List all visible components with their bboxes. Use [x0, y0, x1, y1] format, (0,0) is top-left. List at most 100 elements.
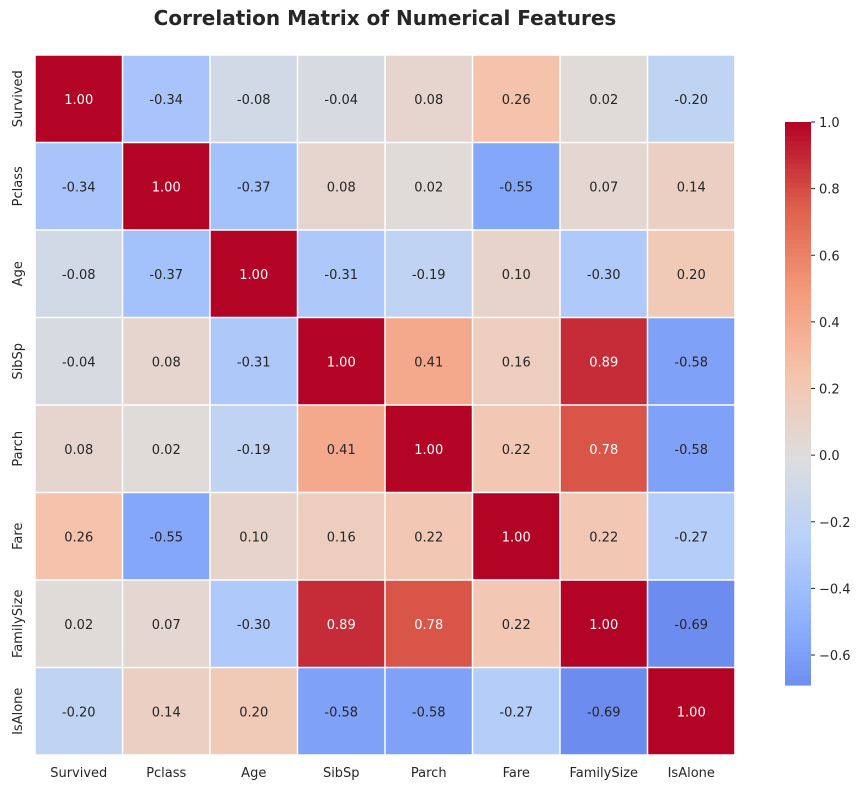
- heatmap-cell: [210, 493, 297, 580]
- cell-value-label: 0.07: [152, 618, 181, 633]
- y-tick-label: FamilySize: [11, 589, 26, 658]
- heatmap-cell: [648, 668, 735, 755]
- cell-value-label: 0.89: [327, 618, 356, 633]
- colorbar-segment: [785, 563, 811, 569]
- heatmap-cells: [35, 55, 735, 755]
- colorbar-segment: [785, 502, 811, 508]
- cell-value-label: 0.22: [589, 530, 618, 545]
- colorbar-segment: [785, 426, 811, 433]
- heatmap-cell: [385, 143, 472, 230]
- colorbar-segment: [785, 647, 811, 653]
- colorbar-segment: [785, 544, 811, 550]
- heatmap-cell: [210, 230, 297, 317]
- colorbar-segment: [785, 548, 811, 555]
- cell-value-label: 0.41: [414, 355, 443, 370]
- cell-value-label: -0.37: [149, 268, 183, 283]
- heatmap-cell: [35, 55, 122, 142]
- cell-value-label: -0.27: [674, 530, 708, 545]
- colorbar-segment: [785, 572, 811, 578]
- colorbar-segment: [785, 314, 811, 320]
- heatmap-cell: [35, 143, 122, 230]
- colorbar-segment: [785, 455, 811, 461]
- heatmap-cell: [298, 580, 385, 667]
- colorbar: −0.6 −0.4 −0.2 0.0 0.2 0.4 0.6 0.8 1.0: [785, 116, 851, 686]
- heatmap-cell: [648, 405, 735, 492]
- cell-value-label: -0.58: [324, 705, 358, 720]
- colorbar-segment: [785, 234, 811, 240]
- colorbar-segment: [785, 619, 811, 625]
- colorbar-segment: [785, 595, 811, 602]
- cell-value-label: 0.16: [502, 355, 531, 370]
- heatmap-cell: [35, 318, 122, 405]
- colorbar-segment: [785, 581, 811, 588]
- heatmap-cell: [385, 318, 472, 405]
- cell-value-label: 0.07: [589, 180, 618, 195]
- colorbar-segment: [785, 398, 811, 405]
- cell-value-label: 0.22: [502, 618, 531, 633]
- cell-value-label: -0.19: [412, 268, 446, 283]
- colorbar-segment: [785, 638, 811, 644]
- colorbar-segment: [785, 422, 811, 428]
- heatmap-cell: [560, 493, 647, 580]
- colorbar-tick-label: 1.0: [819, 116, 840, 131]
- colorbar-segment: [785, 506, 811, 513]
- cell-value-label: 0.14: [677, 180, 706, 195]
- cell-value-label: -0.08: [237, 93, 271, 108]
- colorbar-segment: [785, 192, 811, 198]
- colorbar-segment: [785, 173, 811, 179]
- heatmap-cell: [385, 405, 472, 492]
- cell-value-label: -0.30: [237, 618, 271, 633]
- chart-title: Correlation Matrix of Numerical Features: [154, 6, 617, 30]
- colorbar-segment: [785, 483, 811, 489]
- cell-value-label: 0.02: [414, 180, 443, 195]
- colorbar-segment: [785, 229, 811, 236]
- cell-value-label: 1.00: [589, 618, 618, 633]
- colorbar-segment: [785, 253, 811, 259]
- cell-value-label: -0.58: [412, 705, 446, 720]
- cell-value-label: 0.02: [152, 443, 181, 458]
- colorbar-tick-label: 0.8: [819, 183, 840, 198]
- colorbar-segment: [785, 375, 811, 381]
- heatmap-cell: [648, 580, 735, 667]
- y-tick-label: Pclass: [11, 166, 26, 206]
- colorbar-segment: [785, 356, 811, 362]
- cell-value-label: -0.69: [674, 618, 708, 633]
- colorbar-segment: [785, 304, 811, 311]
- heatmap-cell: [123, 55, 210, 142]
- colorbar-segment: [785, 319, 811, 325]
- heatmap-cell: [648, 230, 735, 317]
- y-tick-label: Parch: [11, 431, 26, 467]
- colorbar-segment: [785, 459, 811, 466]
- colorbar-segment: [785, 201, 811, 208]
- heatmap-cell: [473, 405, 560, 492]
- colorbar-segment: [785, 600, 811, 606]
- cell-value-label: 1.00: [502, 530, 531, 545]
- colorbar-segment: [785, 211, 811, 217]
- colorbar-segment: [785, 478, 811, 484]
- colorbar-segment: [785, 445, 811, 452]
- cell-value-label: -0.55: [149, 530, 183, 545]
- colorbar-segment: [785, 243, 811, 250]
- colorbar-segment: [785, 441, 811, 447]
- colorbar-segment: [785, 614, 811, 620]
- cell-value-label: 0.26: [502, 93, 531, 108]
- colorbar-segment: [785, 328, 811, 334]
- heatmap-cell: [385, 668, 472, 755]
- colorbar-segment: [785, 258, 811, 264]
- colorbar-segment: [785, 680, 811, 686]
- heatmap-cell: [35, 405, 122, 492]
- colorbar-tick-label: −0.2: [819, 516, 851, 531]
- colorbar-segment: [785, 164, 811, 170]
- heatmap-cell: [35, 230, 122, 317]
- colorbar-segment: [785, 122, 811, 128]
- x-tick-label: Survived: [50, 766, 107, 781]
- cell-value-label: 1.00: [152, 180, 181, 195]
- colorbar-segment: [785, 586, 811, 592]
- cell-value-label: 0.02: [64, 618, 93, 633]
- cell-value-label: -0.31: [237, 355, 271, 370]
- colorbar-tick-label: 0.2: [819, 383, 840, 398]
- heatmap-cell: [123, 143, 210, 230]
- colorbar-segment: [785, 159, 811, 165]
- colorbar-segment: [785, 403, 811, 409]
- cell-value-label: 0.78: [589, 443, 618, 458]
